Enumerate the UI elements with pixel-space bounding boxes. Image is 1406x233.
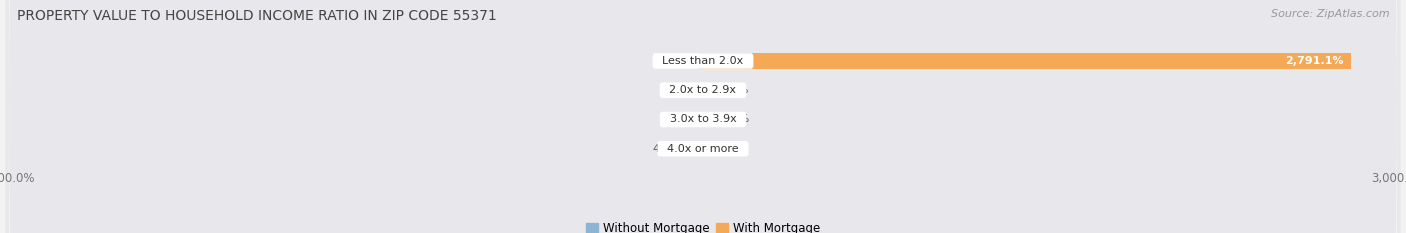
Text: PROPERTY VALUE TO HOUSEHOLD INCOME RATIO IN ZIP CODE 55371: PROPERTY VALUE TO HOUSEHOLD INCOME RATIO… bbox=[17, 9, 496, 23]
FancyBboxPatch shape bbox=[6, 0, 1400, 233]
Text: 23.1%: 23.1% bbox=[713, 85, 748, 95]
Text: 23.3%: 23.3% bbox=[658, 56, 693, 66]
Bar bbox=[693, 141, 703, 156]
Text: 45.1%: 45.1% bbox=[652, 144, 688, 154]
FancyBboxPatch shape bbox=[6, 0, 1400, 233]
Bar bbox=[703, 83, 709, 98]
Text: Less than 2.0x: Less than 2.0x bbox=[655, 56, 751, 66]
Bar bbox=[697, 53, 703, 69]
Text: 2,791.1%: 2,791.1% bbox=[1285, 56, 1344, 66]
Text: 16.9%: 16.9% bbox=[659, 85, 695, 95]
Bar bbox=[703, 53, 1351, 69]
Bar bbox=[699, 83, 703, 98]
Text: 14.7%: 14.7% bbox=[659, 114, 695, 124]
Bar bbox=[703, 141, 707, 156]
FancyBboxPatch shape bbox=[6, 0, 1400, 233]
Text: 3.0x to 3.9x: 3.0x to 3.9x bbox=[662, 114, 744, 124]
FancyBboxPatch shape bbox=[6, 0, 1400, 233]
Legend: Without Mortgage, With Mortgage: Without Mortgage, With Mortgage bbox=[581, 217, 825, 233]
Text: 4.0x or more: 4.0x or more bbox=[661, 144, 745, 154]
Bar bbox=[700, 112, 703, 127]
Bar bbox=[703, 112, 710, 127]
Text: 2.0x to 2.9x: 2.0x to 2.9x bbox=[662, 85, 744, 95]
Text: 30.3%: 30.3% bbox=[714, 114, 749, 124]
Text: Source: ZipAtlas.com: Source: ZipAtlas.com bbox=[1271, 9, 1389, 19]
Text: 21.0%: 21.0% bbox=[713, 144, 748, 154]
